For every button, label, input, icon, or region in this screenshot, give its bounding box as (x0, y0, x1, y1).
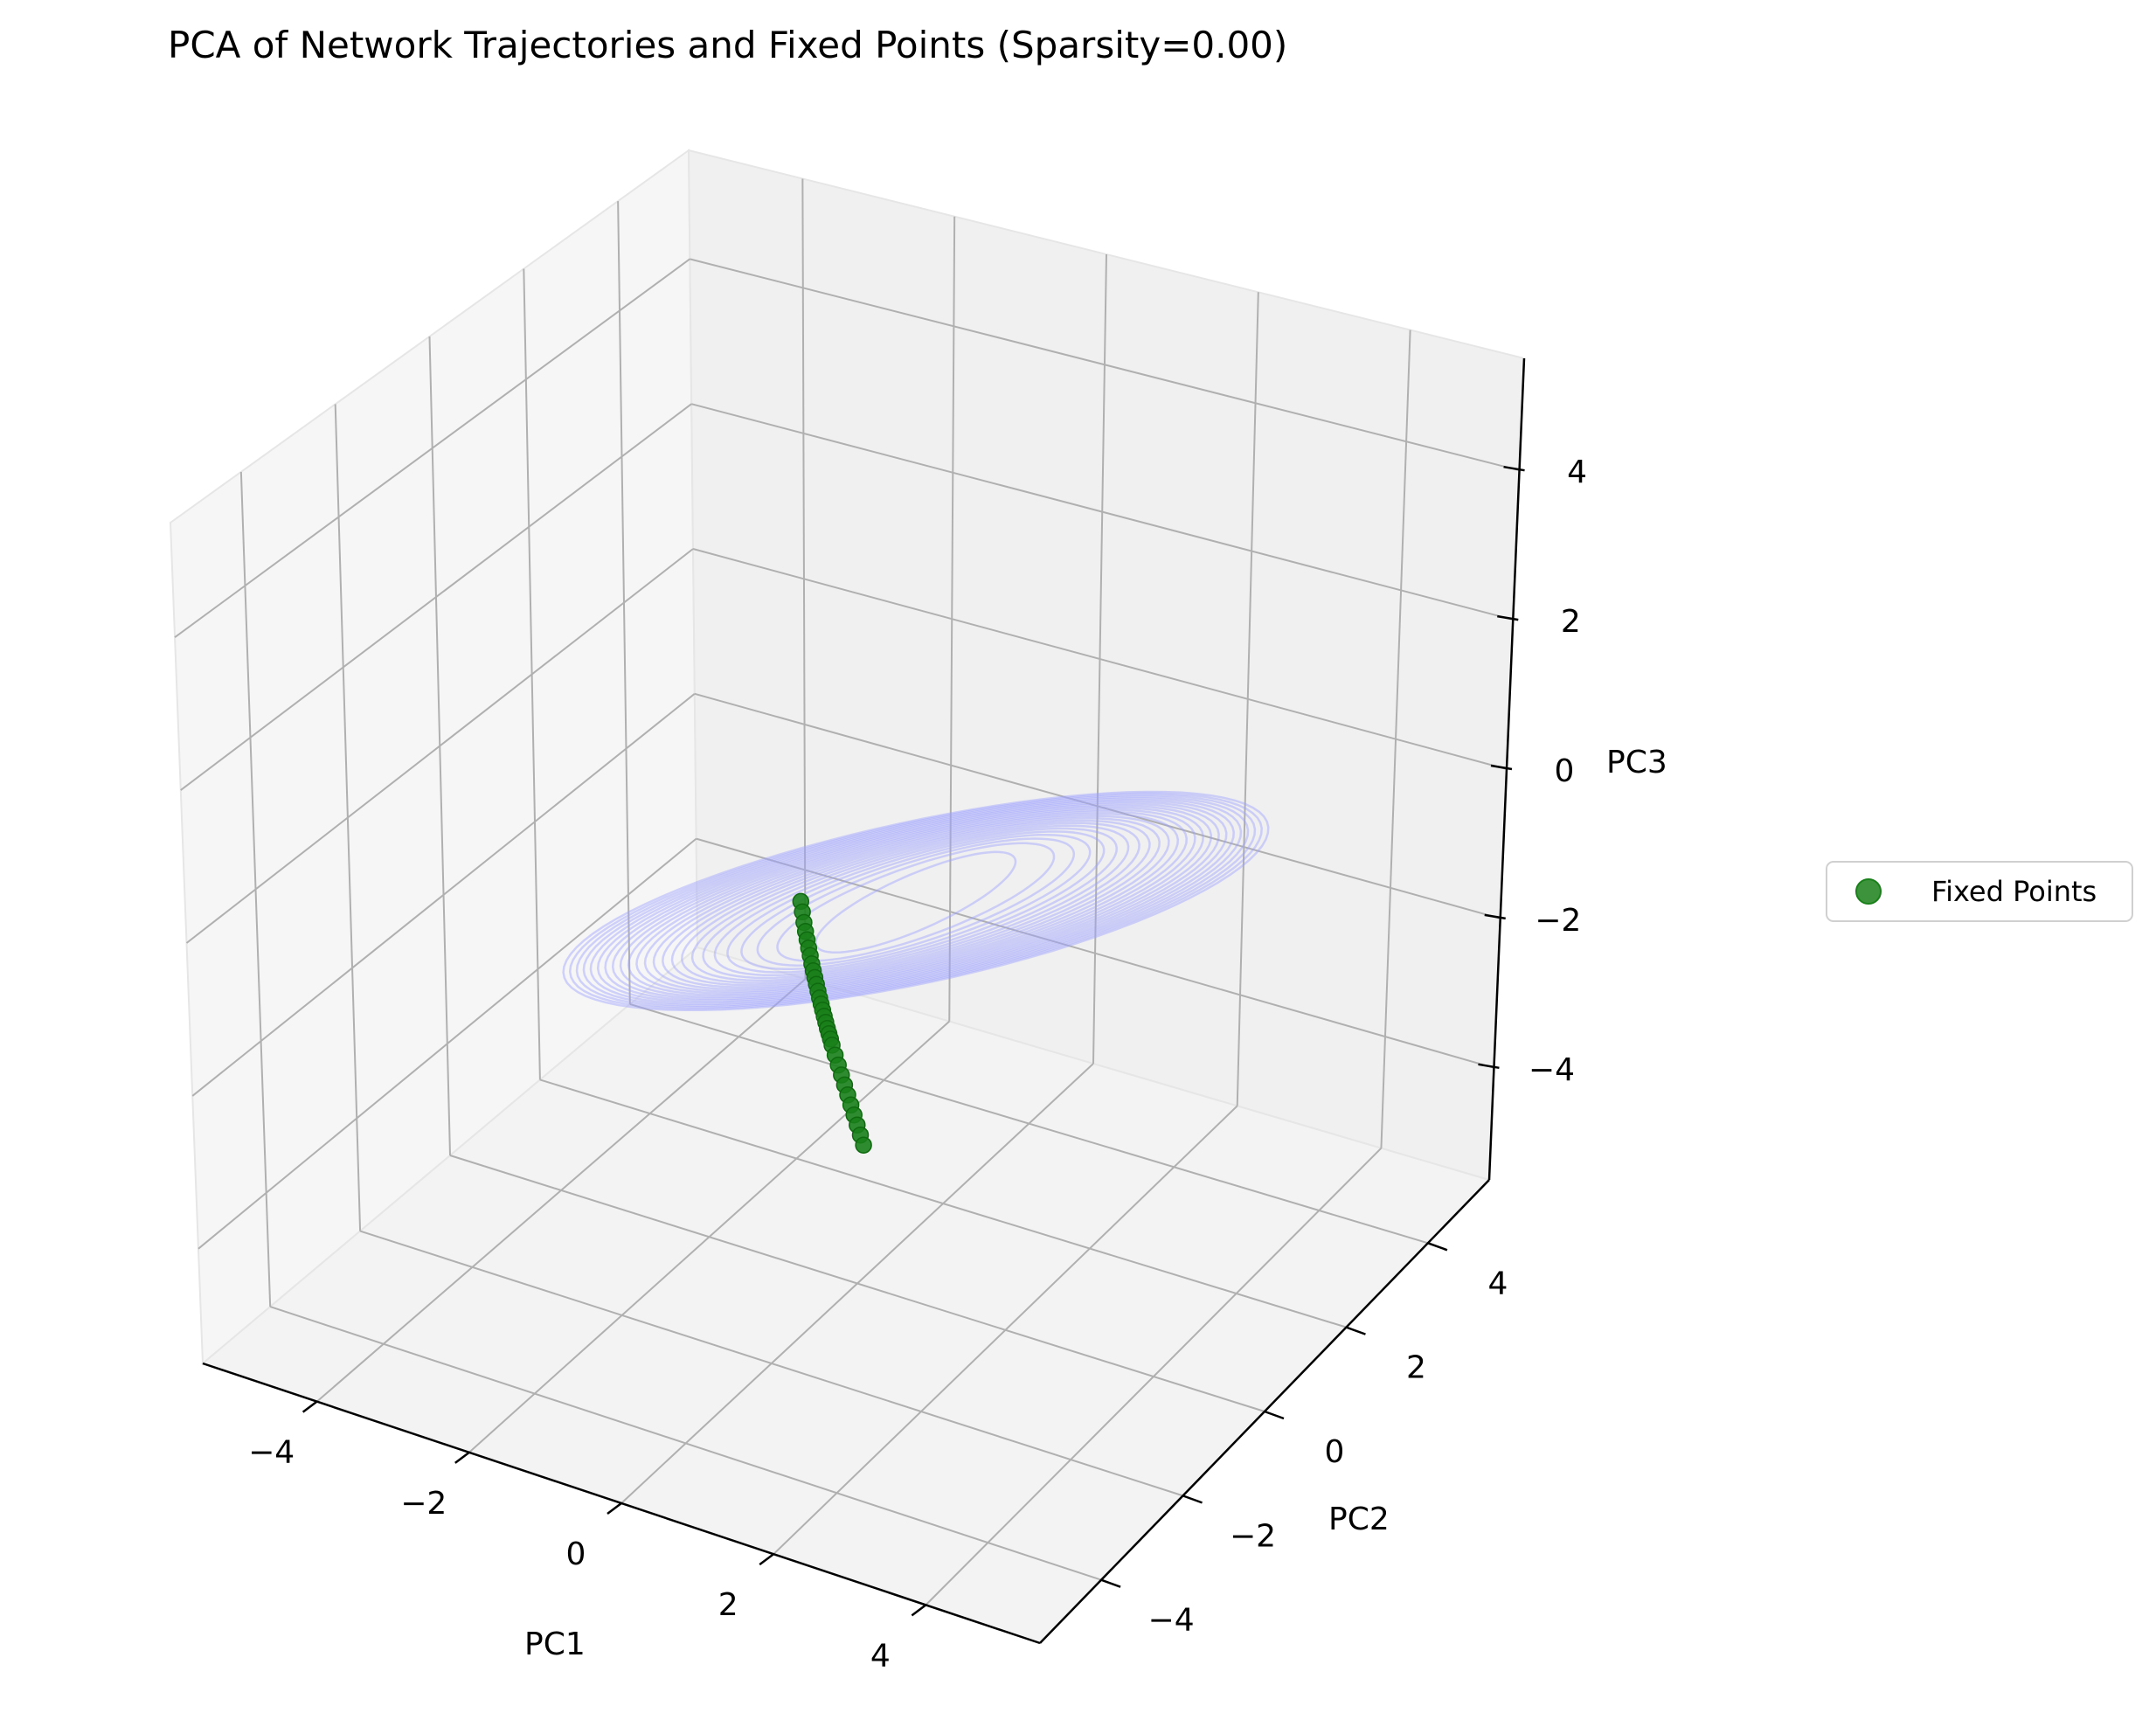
trajectory-loop (756, 837, 1076, 967)
z-tick-label: 4 (1567, 454, 1587, 490)
trajectory-loop (681, 819, 1151, 984)
y-tick-label: 4 (1487, 1266, 1508, 1301)
grid-line (1380, 329, 1411, 1148)
x-tick (759, 1553, 774, 1566)
trajectory-loop (652, 812, 1180, 991)
y-tick (1346, 1326, 1366, 1335)
trajectory-loop (635, 808, 1196, 995)
grid-line (925, 1148, 1383, 1606)
trajectory-loop (670, 817, 1161, 987)
trajectory-loop (726, 830, 1106, 974)
trajectory-loop (589, 797, 1243, 1005)
grid-line (449, 1155, 1265, 1412)
y-tick-label: 0 (1325, 1434, 1345, 1470)
y-tick-label: 2 (1406, 1350, 1426, 1386)
trajectory-loop (815, 850, 1017, 954)
z-tick (1490, 764, 1513, 771)
x-tick-label: −2 (400, 1486, 447, 1522)
trajectory-loop (627, 806, 1204, 996)
z-axis-label: PC3 (1606, 745, 1667, 780)
x-tick-label: 4 (870, 1638, 891, 1674)
grid-line (174, 258, 690, 638)
grid-line (629, 1002, 1429, 1245)
trajectory-loop (562, 790, 1270, 1012)
grid-line (180, 403, 692, 791)
x-tick-label: 2 (718, 1587, 738, 1623)
z-tick (1497, 614, 1519, 621)
grid-line (539, 1079, 1347, 1328)
x-tick-label: −4 (248, 1435, 295, 1471)
z-tick-label: 2 (1561, 604, 1581, 640)
y-tick (1100, 1578, 1121, 1588)
trajectory-loop (776, 842, 1056, 962)
grid-line (773, 1105, 1238, 1555)
y-tick (1182, 1495, 1203, 1504)
legend-frame (1826, 861, 2133, 922)
x-tick-label: 0 (566, 1536, 586, 1572)
trajectory-loop (740, 833, 1092, 971)
grid-line (523, 268, 541, 1080)
trajectory-loop (604, 801, 1228, 1002)
y-tick-label: −4 (1148, 1603, 1195, 1639)
y-tick (1264, 1410, 1285, 1420)
trajectory-loop (611, 802, 1220, 1001)
z-tick-label: −2 (1535, 903, 1581, 939)
z-tick-label: 0 (1555, 753, 1575, 789)
grid-line (692, 548, 1508, 770)
grid-lines (174, 178, 1520, 1606)
y-tick-label: −2 (1230, 1518, 1276, 1554)
trajectory-loop (662, 815, 1170, 988)
trajectory-loop (713, 827, 1118, 977)
trajectory-loop (596, 799, 1235, 1003)
y-tick (1427, 1242, 1448, 1252)
grid-line (185, 548, 694, 944)
z-tick (1484, 913, 1506, 920)
fixed-point (855, 1136, 872, 1154)
trajectory-loop (702, 824, 1130, 980)
z-tick (1478, 1063, 1500, 1070)
x-tick (911, 1604, 927, 1617)
chart-title: PCA of Network Trajectories and Fixed Po… (168, 24, 1287, 66)
tick-labels: −4 −2 0 2 4 −4 −2 0 2 4 −4 −2 0 2 4 (248, 454, 1587, 1674)
grid-line (617, 201, 631, 1004)
fixed-points-series (792, 892, 872, 1154)
grid-line (690, 258, 1520, 472)
trajectory-loop (619, 804, 1213, 998)
axis-ticks (302, 465, 1525, 1617)
legend: Fixed Points (1826, 861, 2133, 922)
x-tick (607, 1502, 622, 1515)
grid-line (690, 403, 1514, 621)
trajectory-loop (643, 810, 1188, 993)
x-tick (454, 1451, 470, 1464)
z-tick-label: −4 (1529, 1052, 1575, 1088)
trajectory-loop (575, 794, 1257, 1009)
grid-line (1236, 292, 1259, 1106)
trajectory-loop (582, 795, 1250, 1007)
x-axis-label: PC1 (524, 1626, 586, 1662)
legend-label-fixed-points: Fixed Points (1931, 875, 2097, 908)
x-tick (302, 1400, 318, 1413)
trajectory-series (562, 790, 1270, 1012)
z-tick (1503, 465, 1525, 472)
trajectory-loop (568, 792, 1263, 1010)
trajectory-loop (690, 822, 1140, 982)
y-axis-label: PC2 (1328, 1502, 1390, 1537)
legend-marker (1855, 878, 1882, 905)
